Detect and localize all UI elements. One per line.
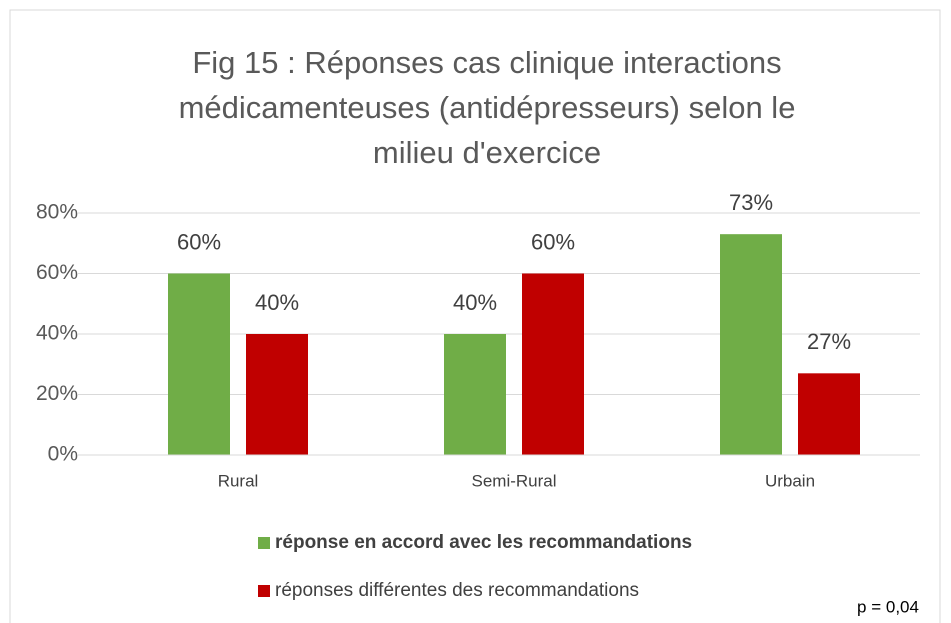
bar xyxy=(168,273,230,455)
y-tick-label: 20% xyxy=(36,382,78,405)
chart-title: milieu d'exercice xyxy=(373,135,601,170)
chart-title: médicamenteuses (antidépresseurs) selon … xyxy=(179,90,796,125)
value-label: 60% xyxy=(531,229,575,254)
legend-swatch xyxy=(258,537,270,549)
x-tick-label: Semi-Rural xyxy=(471,471,556,490)
x-tick-label: Urbain xyxy=(765,471,815,490)
chart-frame xyxy=(9,9,941,623)
annotation: p = 0,04 xyxy=(857,597,919,616)
value-label: 40% xyxy=(453,290,497,315)
chart-title: Fig 15 : Réponses cas clinique interacti… xyxy=(192,45,781,80)
bar xyxy=(522,273,584,455)
value-label: 40% xyxy=(255,290,299,315)
bar xyxy=(246,334,308,455)
bar xyxy=(720,234,782,455)
y-tick-label: 0% xyxy=(48,443,78,466)
bar xyxy=(798,373,860,455)
legend-label: réponse en accord avec les recommandatio… xyxy=(275,532,692,553)
y-tick-label: 80% xyxy=(36,201,78,224)
value-label: 27% xyxy=(807,329,851,354)
legend-label: réponses différentes des recommandations xyxy=(275,580,639,601)
value-label: 73% xyxy=(729,190,773,215)
y-tick-label: 60% xyxy=(36,261,78,284)
x-tick-label: Rural xyxy=(218,471,259,490)
bar xyxy=(444,334,506,455)
legend-swatch xyxy=(258,585,270,597)
y-tick-label: 40% xyxy=(36,322,78,345)
value-label: 60% xyxy=(177,229,221,254)
